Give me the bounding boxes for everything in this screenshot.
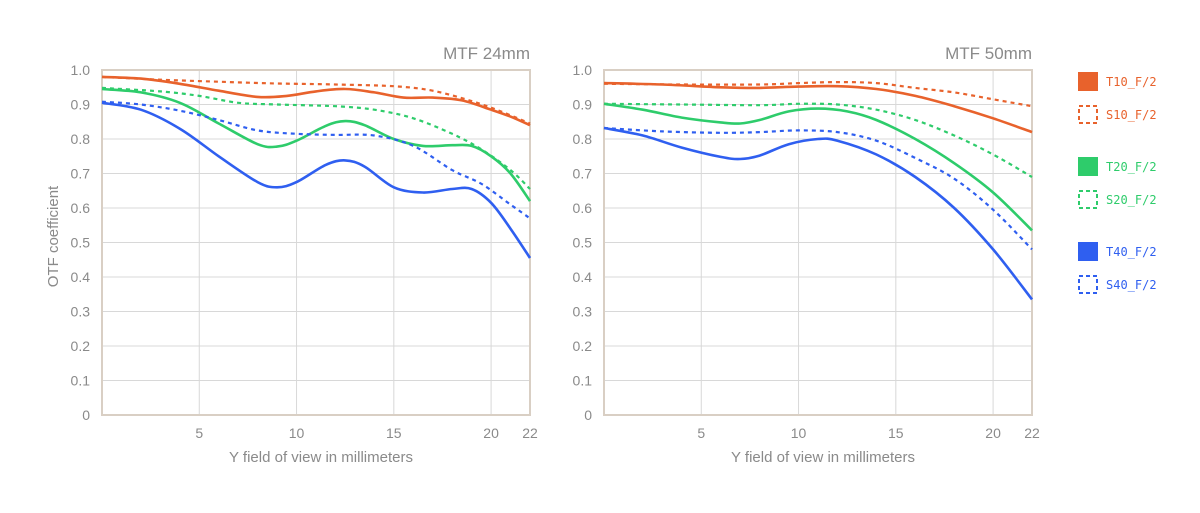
series-line-s10-f-2 xyxy=(603,81,1033,108)
x-axis-label: Y field of view in millimeters xyxy=(229,449,413,466)
legend-label-s10-f-2: S10_F/2 xyxy=(1106,108,1157,122)
series-line-s40-f-2 xyxy=(603,126,1033,251)
x-tick-label: 20 xyxy=(985,425,1001,441)
y-tick-label: 0.2 xyxy=(573,338,593,354)
series-line-t20-f-2 xyxy=(603,102,1033,232)
series-line-s40-f-2 xyxy=(101,100,531,220)
y-tick-label: 0.6 xyxy=(71,200,91,216)
series-line-t40-f-2 xyxy=(603,126,1034,301)
x-tick-label: 10 xyxy=(289,425,305,441)
y-tick-label: 0.5 xyxy=(71,235,91,251)
legend-label-t20-f-2: T20_F/2 xyxy=(1106,160,1157,174)
legend-label-s40-f-2: S40_F/2 xyxy=(1106,278,1157,292)
y-tick-label: 0.6 xyxy=(573,200,593,216)
y-tick-label: 0.4 xyxy=(573,269,593,285)
y-tick-label: 0.7 xyxy=(71,166,91,182)
legend-label-s20-f-2: S20_F/2 xyxy=(1106,193,1157,207)
x-tick-label: 22 xyxy=(1024,425,1040,441)
series-line-s10-f-2 xyxy=(101,75,531,125)
y-tick-label: 0.1 xyxy=(71,373,91,389)
legend-swatch-s10-f-2 xyxy=(1078,105,1098,124)
mtf-50mm-chart: 0 0.1 0.2 0.3 0.4 0.5 0.6 0.7 0.8 0.9 1.0 5 10 15 20 22… xyxy=(573,44,1040,466)
y-tick-label: 0.8 xyxy=(573,131,593,147)
x-tick-label: 15 xyxy=(386,425,402,441)
y-tick-label: 0.1 xyxy=(573,373,593,389)
plot-frame xyxy=(603,69,1033,416)
y-tick-label: 0.2 xyxy=(71,338,91,354)
y-tick-label: 1.0 xyxy=(573,62,593,78)
series-line-s20-f-2 xyxy=(603,102,1033,178)
x-tick-label: 15 xyxy=(888,425,904,441)
legend-label-t40-f-2: T40_F/2 xyxy=(1106,245,1157,259)
y-tick-label: 0.8 xyxy=(71,131,91,147)
legend-swatch-t40-f-2 xyxy=(1078,242,1098,261)
legend-swatch-s40-f-2 xyxy=(1078,275,1098,294)
x-tick-label: 10 xyxy=(791,425,807,441)
x-tick-label: 5 xyxy=(697,425,705,441)
x-tick-label: 5 xyxy=(195,425,203,441)
legend-label-t10-f-2: T10_F/2 xyxy=(1106,75,1157,89)
series-line-t10-f-2 xyxy=(101,75,531,127)
plot-frame xyxy=(101,69,531,416)
y-tick-label: 1.0 xyxy=(71,62,91,78)
y-axis-label: OTF coefficient xyxy=(45,185,62,287)
y-tick-label: 0 xyxy=(584,407,592,423)
y-tick-label: 0.3 xyxy=(71,304,91,320)
y-tick-label: 0.3 xyxy=(573,304,593,320)
legend-swatch-s20-f-2 xyxy=(1078,190,1098,209)
chart-title: MTF 24mm xyxy=(443,44,530,63)
y-tick-label: 0.4 xyxy=(71,269,91,285)
y-tick-label: 0.7 xyxy=(573,166,593,182)
chart-title: MTF 50mm xyxy=(945,44,1032,63)
x-tick-label: 20 xyxy=(483,425,499,441)
series-line-t40-f-2 xyxy=(101,101,532,259)
legend-swatch-t20-f-2 xyxy=(1078,157,1098,176)
x-tick-label: 22 xyxy=(522,425,538,441)
mtf-24mm-chart: 0 0.1 0.2 0.3 0.4 0.5 0.6 0.7 0.8 0.9 1.0 5 10 15 20 22… xyxy=(45,44,538,466)
legend-swatch-t10-f-2 xyxy=(1078,72,1098,91)
x-axis-label: Y field of view in millimeters xyxy=(731,449,915,466)
y-tick-label: 0.9 xyxy=(71,97,91,113)
y-tick-label: 0.9 xyxy=(573,97,593,113)
y-tick-label: 0 xyxy=(82,407,90,423)
series-line-t10-f-2 xyxy=(603,81,1033,134)
y-tick-label: 0.5 xyxy=(573,235,593,251)
chart-legend: T10_F/2 S10_F/2 T20_F/2 S20_F/2 T40_F/2 S40_F… xyxy=(1078,72,1157,294)
